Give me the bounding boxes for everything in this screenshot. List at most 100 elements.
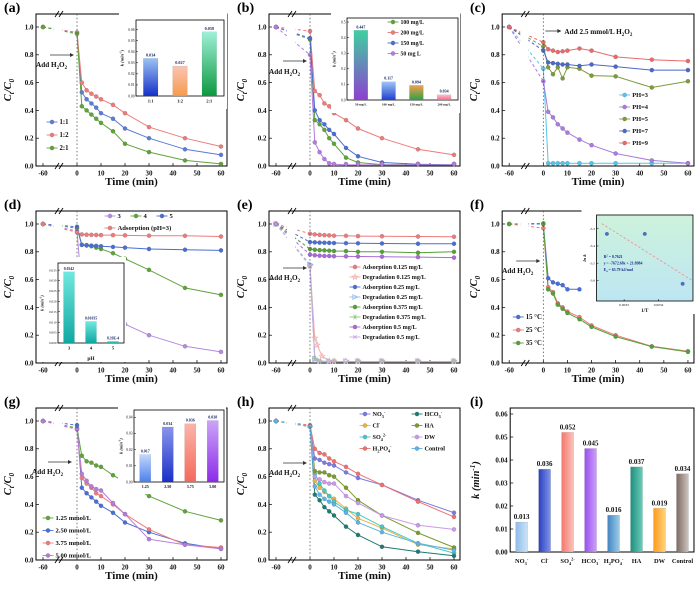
svg-text:10: 10	[98, 367, 106, 375]
svg-text:0.035: 0.035	[49, 268, 57, 272]
svg-text:0.4: 0.4	[491, 304, 500, 312]
svg-text:0.058: 0.058	[205, 26, 214, 31]
inset-bar: 0.00 0.01 0.02 0.03 0.04 0.017 1.25 0.034 2.50 0.…	[118, 404, 226, 494]
data-point	[84, 87, 89, 93]
data-point	[550, 60, 556, 66]
data-point	[506, 24, 512, 30]
svg-text:Time (min): Time (min)	[105, 176, 158, 188]
svg-text:Adsorption 0.25 mg/L: Adsorption 0.25 mg/L	[363, 285, 420, 291]
svg-text:Time (min): Time (min)	[338, 570, 391, 582]
data-point	[331, 459, 337, 464]
data-point	[49, 119, 55, 125]
inset-plot-box	[346, 17, 459, 101]
data-point	[122, 141, 128, 147]
bar-5	[107, 341, 119, 344]
annotation: Add H2O2	[36, 53, 74, 71]
svg-text:0.00: 0.00	[126, 480, 132, 484]
panel-c: (c) 0.0 0.2 0.4 0.6 0.8 1.0 -60 0 10 20 30 40 50 60 Add…	[466, 0, 700, 197]
legend: Adsorption 0.125 mg/L Degradation 0.125 m…	[349, 264, 426, 341]
data-point	[331, 253, 337, 259]
bar	[561, 432, 574, 553]
data-point	[555, 122, 561, 127]
data-point	[545, 160, 551, 166]
svg-text:0.4: 0.4	[258, 304, 267, 312]
data-point	[589, 48, 594, 53]
bar-5.00	[206, 420, 219, 483]
data-point	[89, 91, 94, 97]
data-point	[560, 62, 565, 67]
svg-text:40: 40	[170, 170, 178, 178]
data-point	[110, 250, 116, 256]
svg-text:0.0: 0.0	[25, 359, 34, 367]
svg-text:60: 60	[684, 170, 692, 178]
data-point	[685, 349, 691, 355]
svg-text:4: 4	[144, 213, 148, 220]
svg-text:0: 0	[308, 367, 312, 375]
svg-text:DW: DW	[654, 558, 666, 565]
svg-text:Add H2O2: Add H2O2	[269, 274, 301, 284]
data-point	[326, 499, 332, 504]
data-point	[622, 104, 627, 110]
panel-label-e: (e)	[237, 198, 253, 213]
data-point	[451, 553, 457, 559]
data-point	[622, 140, 627, 146]
data-point	[182, 247, 188, 253]
data-point	[685, 78, 691, 84]
panel-e-chart: 0.0 0.2 0.4 0.6 0.8 1.0 -60 0 10 20 30 40 50 60 Add H2…	[236, 207, 461, 385]
bar-2.50	[161, 426, 174, 483]
data-point	[273, 418, 279, 424]
data-point	[613, 151, 618, 156]
data-point	[331, 474, 337, 479]
svg-text:0.4: 0.4	[25, 107, 34, 115]
svg-text:1.0: 1.0	[258, 23, 267, 31]
data-point	[89, 460, 94, 465]
data-point	[326, 253, 332, 259]
svg-text:Adsorption (pH=3): Adsorption (pH=3)	[118, 225, 172, 232]
panel-a-chart: 0.00.20.40.60.81.0-60 0 10 20 30 40 50 600.000.…	[3, 10, 228, 188]
svg-text:0.03: 0.03	[495, 479, 508, 487]
data-point	[362, 411, 368, 417]
svg-text:0.4: 0.4	[341, 36, 346, 40]
data-point	[122, 511, 128, 517]
svg-text:0.01035: 0.01035	[85, 316, 97, 320]
data-point	[317, 92, 322, 98]
svg-text:Adsorption 0.125 mg/L: Adsorption 0.125 mg/L	[363, 265, 423, 271]
kinetics-plot: 0.00.20.40.60.81.0-60 0 10 20 30 40 50 600.000.…	[3, 404, 228, 582]
data-point	[312, 446, 318, 452]
data-point	[343, 240, 349, 246]
svg-text:1/T: 1/T	[641, 309, 649, 314]
data-point	[451, 510, 457, 516]
data-point	[352, 304, 358, 310]
scatter-point	[642, 231, 647, 236]
data-point	[182, 135, 188, 141]
svg-text:0.2: 0.2	[491, 332, 500, 340]
svg-text:25 °C: 25 °C	[526, 327, 542, 334]
data-point	[40, 418, 46, 424]
data-point	[182, 158, 188, 163]
svg-text:1:1: 1:1	[60, 119, 70, 126]
svg-text:0.052: 0.052	[560, 423, 576, 431]
svg-text:0.6: 0.6	[258, 276, 267, 284]
data-point	[326, 160, 332, 166]
data-point	[317, 485, 322, 491]
data-point	[415, 250, 421, 256]
svg-text:50: 50	[194, 564, 202, 572]
svg-text:0.0: 0.0	[341, 98, 346, 102]
data-point	[545, 46, 551, 52]
bar-1.25	[139, 454, 152, 483]
svg-text:10: 10	[564, 367, 572, 375]
svg-text:PH=4: PH=4	[632, 104, 649, 111]
svg-text:2.50 mmol/L: 2.50 mmol/L	[56, 528, 92, 535]
data-point	[322, 470, 327, 475]
svg-text:0.01: 0.01	[126, 464, 132, 468]
plot-box	[268, 407, 461, 561]
data-point	[415, 234, 421, 239]
plot-box	[501, 13, 695, 167]
bar	[538, 468, 551, 553]
svg-text:10: 10	[98, 564, 106, 572]
svg-text:0.0: 0.0	[491, 162, 500, 170]
svg-text:50 mg L: 50 mg L	[401, 52, 421, 58]
data-point	[577, 316, 582, 322]
svg-text:1.0: 1.0	[25, 417, 34, 425]
